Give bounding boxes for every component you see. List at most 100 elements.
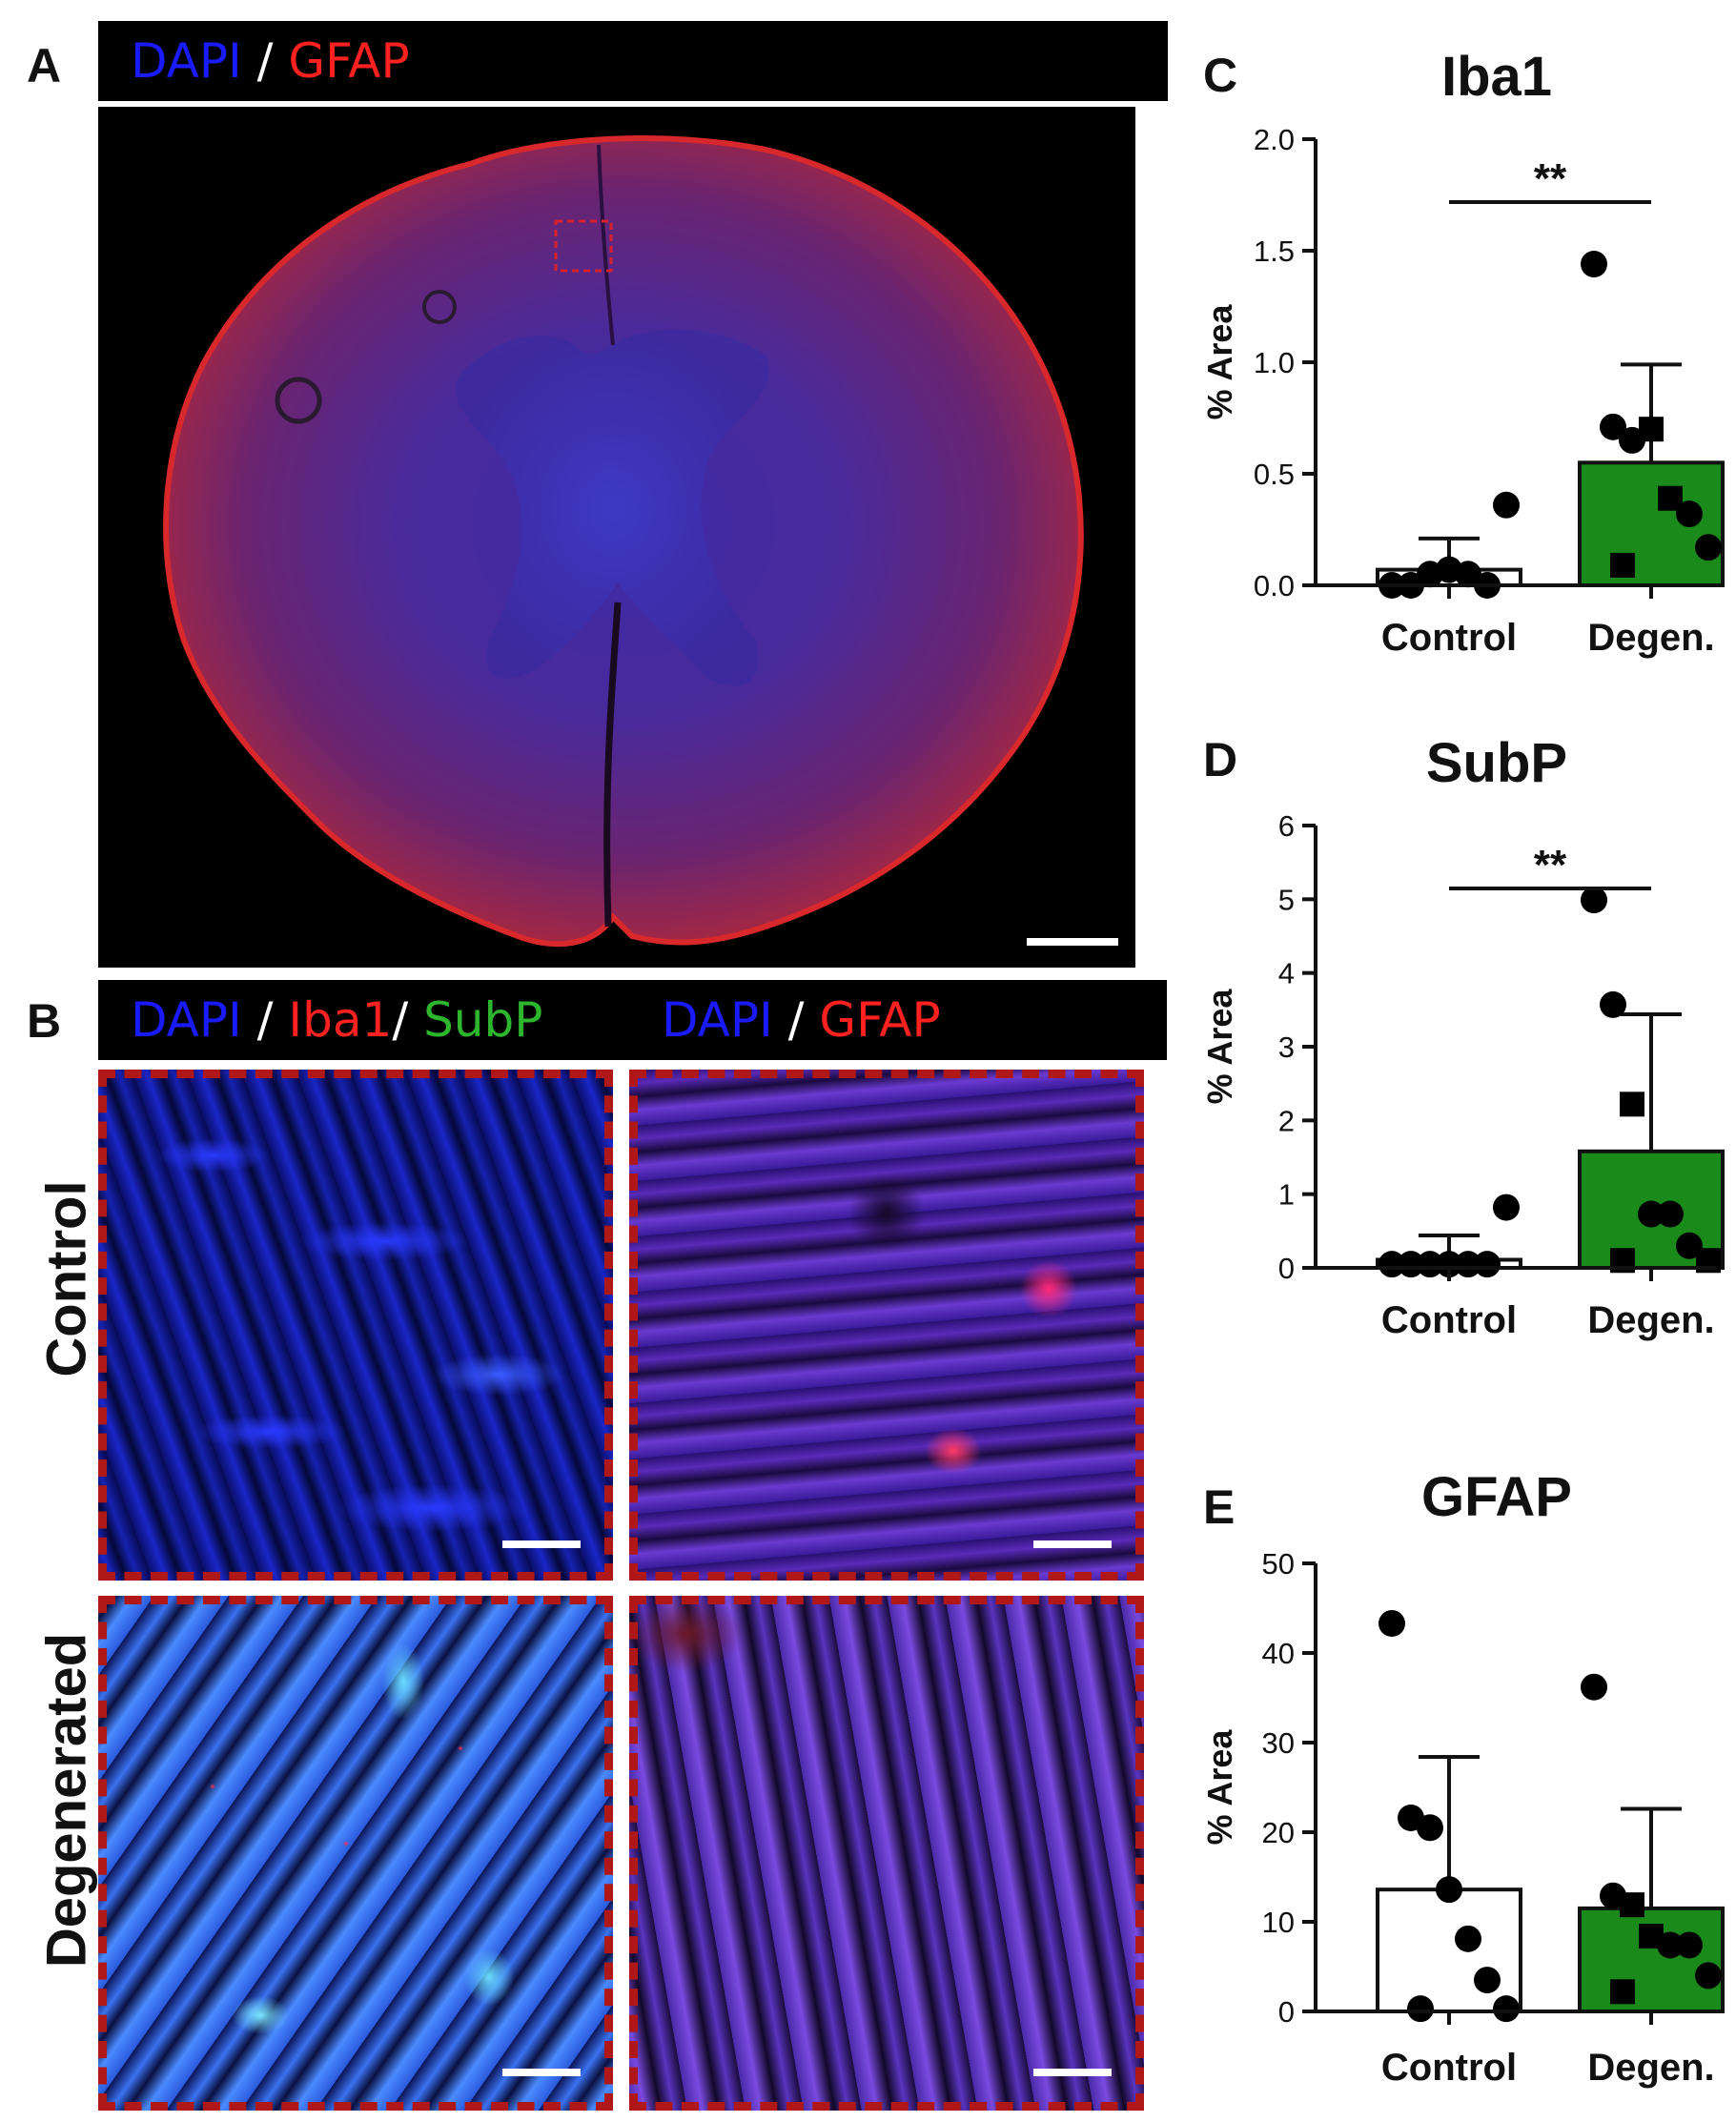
y-tick-label: 50 — [1262, 1547, 1295, 1581]
scale-bar — [1033, 1540, 1112, 1548]
channel-separator: / — [392, 992, 424, 1048]
data-point-square — [1639, 417, 1664, 442]
data-point-circle — [1600, 413, 1626, 440]
data-point-circle — [1676, 500, 1703, 528]
x-tick-label: Control — [1381, 1299, 1517, 1341]
y-tick-label: 0.0 — [1254, 569, 1295, 602]
data-point-circle — [1695, 534, 1722, 561]
data-point-circle — [1581, 1673, 1607, 1701]
channel-gfap: GFAP — [288, 33, 410, 89]
bar-control — [1376, 1887, 1522, 2013]
spinal-cord-image — [98, 107, 1135, 968]
data-point-circle — [1379, 1251, 1405, 1278]
significance-marker: ** — [1534, 155, 1567, 202]
channel-dapi: DAPI — [662, 992, 773, 1048]
micrograph-degenerated-gfap — [629, 1596, 1144, 2111]
row-label-control: Control — [35, 1180, 98, 1377]
channel-separator: / — [241, 33, 289, 89]
data-point-circle — [1695, 1962, 1722, 1989]
dorsal-sulcus — [597, 144, 615, 346]
data-point-square — [1610, 552, 1635, 578]
data-point-circle — [1474, 1967, 1501, 1994]
data-point-square — [1620, 1892, 1644, 1918]
data-point-circle — [1379, 1609, 1405, 1637]
chart-title: GFAP — [1421, 1466, 1572, 1528]
separator-line — [98, 101, 1168, 105]
x-tick-label: Degen. — [1587, 2047, 1714, 2089]
artifact-2 — [422, 290, 457, 324]
bar-degen — [1578, 460, 1725, 587]
y-tick-label: 5 — [1278, 883, 1295, 916]
artifact-1 — [275, 377, 322, 424]
y-tick-label: 30 — [1262, 1726, 1295, 1760]
panel-letter-b: B — [27, 994, 62, 1048]
channel-subp: SubP — [423, 992, 543, 1048]
gray-matter — [456, 330, 770, 686]
data-point-circle — [1474, 1251, 1501, 1278]
row-label-degenerated: Degenerated — [35, 1632, 98, 1969]
scale-bar — [502, 2069, 581, 2076]
data-point-circle — [1581, 251, 1607, 278]
roi-box — [554, 219, 613, 273]
y-tick-label: 20 — [1262, 1816, 1295, 1849]
roi-frame-degenerated-left — [98, 1596, 613, 2111]
data-point-circle — [1493, 1995, 1520, 2023]
y-tick-label: 4 — [1278, 957, 1295, 990]
y-tick-label: 3 — [1278, 1030, 1295, 1064]
y-axis-label: % Area — [1200, 1729, 1239, 1846]
x-tick-label: Control — [1381, 2047, 1517, 2089]
data-point-square — [1610, 1979, 1635, 2005]
data-point-circle — [1398, 1251, 1424, 1278]
y-tick-label: 1.5 — [1254, 235, 1295, 268]
data-point-square — [1620, 1092, 1644, 1117]
chart-title: SubP — [1426, 732, 1567, 794]
channel-separator: / — [241, 992, 289, 1048]
median-fissure — [603, 602, 622, 928]
y-axis-label: % Area — [1200, 989, 1239, 1105]
y-tick-label: 2.0 — [1254, 123, 1295, 156]
data-point-circle — [1657, 1931, 1684, 1959]
y-tick-label: 0 — [1278, 1252, 1295, 1285]
data-point-circle — [1657, 1200, 1684, 1228]
significance-marker: ** — [1534, 842, 1567, 888]
panel-b-right-channel-label: DAPI / GFAP — [629, 980, 1167, 1060]
panel-letter-a: A — [27, 39, 62, 92]
scale-bar — [1027, 938, 1118, 946]
panel-letter-d: D — [1203, 733, 1238, 786]
chart-iba1: Iba1 % Area 0.0 0.5 1.0 1.5 2.0 Control Degen. ** — [1200, 46, 1725, 659]
roi-frame-degenerated-right — [629, 1596, 1144, 2111]
data-point-circle — [1493, 491, 1520, 519]
y-tick-label: 0 — [1278, 1995, 1295, 2029]
roi-frame-control-right — [629, 1070, 1144, 1581]
x-tick-label: Degen. — [1587, 617, 1714, 659]
data-point-circle — [1417, 1251, 1443, 1278]
channel-dapi: DAPI — [131, 33, 242, 89]
micrograph-control-iba1-subp — [98, 1070, 613, 1581]
chart-gfap: GFAP % Area 0 10 20 30 40 50 Control Degen. — [1200, 1466, 1725, 2089]
data-point-circle — [1676, 1931, 1703, 1959]
y-tick-label: 40 — [1262, 1637, 1295, 1670]
data-point-circle — [1455, 1925, 1481, 1952]
data-point-circle — [1455, 1251, 1481, 1278]
x-tick-label: Control — [1381, 617, 1517, 659]
x-tick-label: Degen. — [1587, 1299, 1714, 1341]
data-point-circle — [1638, 1200, 1665, 1228]
chart-subp: SubP % Area 0 1 2 3 4 5 6 Control Degen. ** — [1200, 732, 1725, 1341]
scale-bar — [1033, 2069, 1112, 2076]
chart-title: Iba1 — [1441, 46, 1552, 108]
micrograph-control-gfap — [629, 1070, 1144, 1581]
data-point-circle — [1436, 1251, 1462, 1278]
y-axis-label: % Area — [1200, 304, 1239, 420]
panel-letter-c: C — [1203, 49, 1238, 102]
y-tick-label: 1 — [1278, 1178, 1295, 1212]
scale-bar — [502, 1540, 581, 1548]
channel-iba1: Iba1 — [288, 992, 393, 1048]
channel-gfap: GFAP — [819, 992, 941, 1048]
data-point-circle — [1600, 990, 1626, 1018]
data-point-circle — [1417, 1814, 1443, 1842]
panel-a-channel-label: DAPI / GFAP — [98, 21, 1168, 101]
channel-separator: / — [772, 992, 820, 1048]
data-point-circle — [1581, 887, 1607, 914]
micrograph-degenerated-iba1-subp — [98, 1596, 613, 2111]
roi-frame-control-left — [98, 1070, 613, 1581]
